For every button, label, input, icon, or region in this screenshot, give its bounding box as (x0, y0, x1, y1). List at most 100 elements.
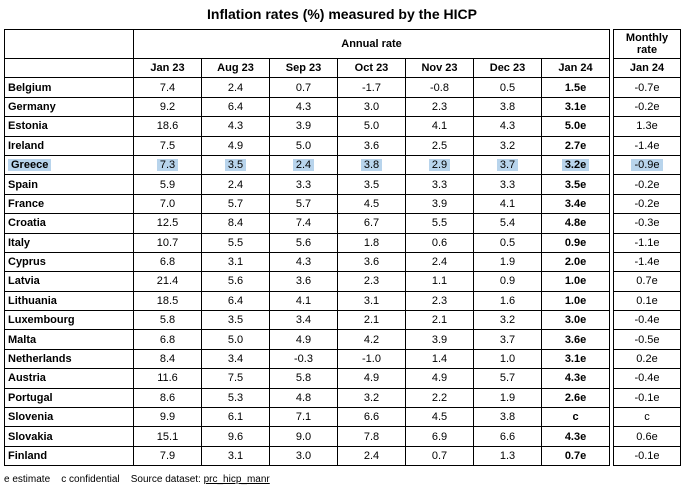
rate-cell: 7.1 (269, 407, 338, 428)
rate-value: 3.1 (363, 294, 380, 307)
rate-cell: 6.7 (337, 213, 406, 234)
rate-cell: 3.4 (201, 348, 270, 370)
table-row: Estonia 18.6 4.3 3.9 5.0 4.1 4.3 5.0e (4, 116, 611, 137)
rate-cell: 7.5 (201, 368, 270, 389)
rate-cell: 3.6e (540, 329, 611, 350)
rate-cell: 1.0e (540, 290, 611, 312)
rate-cell: 3.5 (337, 174, 406, 195)
rate-cell: 1.3 (473, 445, 542, 467)
rate-value: -1.0 (362, 353, 381, 366)
rate-value: 5.0 (363, 120, 380, 133)
rate-value: 3.8 (499, 100, 516, 113)
rate-value: 9.6 (227, 430, 244, 443)
monthly-rate-cell: -0.7e (613, 77, 681, 98)
rate-cell: 9.0 (269, 426, 338, 447)
rate-cell: 6.8 (133, 251, 202, 273)
month-header: Oct 23 (337, 57, 406, 79)
rate-value: 7.9 (159, 450, 176, 462)
rate-cell: 3.5e (540, 174, 611, 195)
table-row: Germany 9.2 6.4 4.3 3.0 2.3 3.8 3.1e (4, 96, 611, 118)
monthly-rate-cell: -0.2e (613, 96, 681, 118)
table-row: 0.2e (613, 348, 681, 370)
country-cell: Estonia (4, 116, 134, 137)
rate-value: 3.3 (431, 178, 448, 191)
country-cell: Luxembourg (4, 310, 134, 331)
rate-cell: 7.4 (133, 77, 202, 98)
rate-value: 1.0 (499, 353, 516, 366)
rate-cell: 7.9 (133, 445, 202, 467)
country-header-cell (4, 57, 134, 79)
country-cell: Finland (4, 445, 134, 467)
table-row: Italy 10.7 5.5 5.6 1.8 0.6 0.5 0.9e (4, 232, 611, 253)
rate-value: 7.4 (159, 81, 176, 94)
rate-value: 5.8 (295, 372, 312, 385)
month-header: Nov 23 (405, 57, 474, 79)
monthly-rate-cell: -0.1e (613, 445, 681, 467)
rate-cell: 3.3 (473, 174, 542, 195)
rate-value: 2.7e (564, 139, 587, 152)
rate-value: 5.5 (431, 217, 448, 230)
rate-value: 6.6 (363, 411, 380, 424)
rate-cell: 10.7 (133, 232, 202, 253)
rate-cell: 4.5 (405, 407, 474, 428)
rate-cell: 1.0e (540, 271, 611, 292)
rate-cell: 0.9 (473, 271, 542, 292)
table-row: -0.4e (613, 368, 681, 389)
rate-value: 3.2e (561, 159, 590, 172)
rate-value: 1.8 (363, 236, 380, 249)
monthly-rate-value: -0.7e (634, 81, 660, 94)
rate-value: 7.5 (227, 372, 244, 385)
rate-cell: 5.6 (269, 232, 338, 253)
rate-cell: 5.7 (201, 193, 270, 215)
footer-estimate: e estimate (4, 474, 51, 485)
rate-value: 4.1 (499, 197, 516, 210)
rate-cell: 0.7 (269, 77, 338, 98)
table-row: -1.4e (613, 135, 681, 156)
table-row: 0.7e (613, 271, 681, 292)
rate-cell: 4.3 (201, 116, 270, 137)
rate-cell: 4.3 (473, 116, 542, 137)
rate-cell: 1.9 (473, 251, 542, 273)
monthly-rate-cell: 0.7e (613, 271, 681, 292)
rate-cell: 3.2 (473, 310, 542, 331)
rate-value: 3.5 (227, 314, 244, 327)
rate-cell: 3.2 (337, 387, 406, 409)
table-row: Cyprus 6.8 3.1 4.3 3.6 2.4 1.9 2.0e (4, 251, 611, 273)
source-dataset-link[interactable]: prc_hicp_manr (203, 474, 270, 485)
country-cell: Austria (4, 368, 134, 389)
rate-cell: 2.3 (337, 271, 406, 292)
country-name: Latvia (8, 275, 40, 288)
rate-value: 18.5 (156, 294, 179, 307)
rate-value: 4.1 (431, 120, 448, 133)
rate-value: 4.2 (363, 333, 380, 346)
rate-value: 6.1 (227, 411, 244, 424)
annual-rate-header: Annual rate (132, 29, 611, 59)
country-cell: Germany (4, 96, 134, 118)
rate-cell: 6.9 (405, 426, 474, 447)
monthly-rate-value: 0.7e (636, 275, 658, 288)
rate-cell: 9.2 (133, 96, 202, 118)
rate-value: 5.5 (227, 236, 244, 249)
rate-value: 2.5 (431, 139, 448, 152)
country-name: Estonia (8, 120, 48, 133)
rate-value: 3.3 (295, 178, 312, 191)
monthly-rate-value: 1.3e (636, 120, 658, 133)
rate-value: 2.4 (227, 81, 244, 94)
table-row: Finland 7.9 3.1 3.0 2.4 0.7 1.3 0.7e (4, 445, 611, 467)
table-row: Greece 7.3 3.5 2.4 3.8 2.9 3.7 3.2e (4, 154, 611, 176)
table-row: -0.3e (613, 213, 681, 234)
rate-cell: 0.5 (473, 232, 542, 253)
rate-value: 3.9 (431, 333, 448, 346)
rate-value: 9.2 (159, 100, 176, 113)
rate-cell: 4.9 (201, 135, 270, 156)
rate-value: 3.7 (496, 159, 519, 172)
country-cell: Ireland (4, 135, 134, 156)
rate-cell: 21.4 (133, 271, 202, 292)
rate-cell: 2.7e (540, 135, 611, 156)
table-row: 0.6e (613, 426, 681, 447)
rate-value: 5.4 (499, 217, 516, 230)
rate-cell: 4.1 (269, 290, 338, 312)
country-name: Lithuania (8, 294, 57, 307)
rate-cell: 5.8 (133, 310, 202, 331)
rate-value: 6.6 (499, 430, 516, 443)
